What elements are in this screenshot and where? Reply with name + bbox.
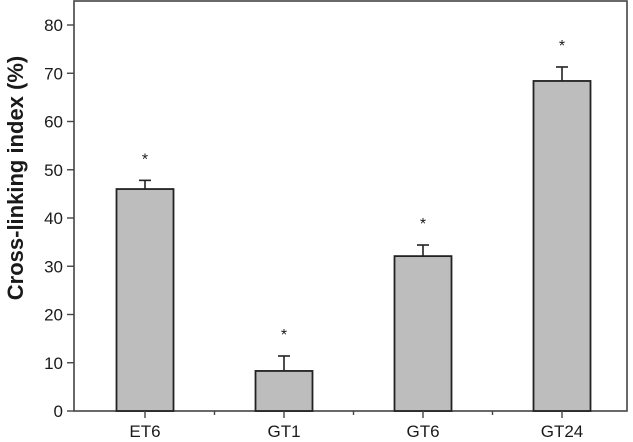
significance-marker: * bbox=[420, 216, 426, 233]
bar-group-et6: * bbox=[115, 151, 175, 412]
bar-gt1 bbox=[254, 370, 314, 412]
x-tick-label: GT1 bbox=[267, 422, 300, 441]
x-tick-label: GT6 bbox=[406, 422, 439, 441]
plot-border bbox=[73, 0, 628, 412]
bars: * * * * bbox=[115, 38, 592, 412]
y-tick-label: 50 bbox=[44, 161, 63, 180]
bar-group-gt24: * bbox=[532, 38, 592, 412]
y-tick-label: 0 bbox=[54, 402, 63, 421]
bar-et6 bbox=[115, 188, 175, 412]
y-tick-label: 60 bbox=[44, 113, 63, 132]
bar-gt24 bbox=[532, 80, 592, 412]
y-axis-title: Cross-linking index (%) bbox=[3, 56, 28, 300]
y-tick-label: 80 bbox=[44, 16, 63, 35]
x-axis: ET6 GT1 GT6 GT24 bbox=[129, 411, 583, 441]
y-tick-label: 40 bbox=[44, 209, 63, 228]
y-tick-label: 30 bbox=[44, 257, 63, 276]
bar-gt6 bbox=[393, 255, 453, 412]
x-tick-label: ET6 bbox=[129, 422, 160, 441]
significance-marker: * bbox=[559, 38, 565, 55]
y-tick-label: 10 bbox=[44, 354, 63, 373]
significance-marker: * bbox=[142, 151, 148, 168]
significance-marker: * bbox=[281, 327, 287, 344]
y-tick-label: 70 bbox=[44, 64, 63, 83]
plot-frame bbox=[73, 0, 628, 412]
y-axis: 0 10 20 30 40 50 60 70 80 bbox=[44, 16, 74, 421]
x-tick-label: GT24 bbox=[541, 422, 584, 441]
bar-group-gt1: * bbox=[254, 327, 314, 412]
y-tick-label: 20 bbox=[44, 306, 63, 325]
bar-group-gt6: * bbox=[393, 216, 453, 412]
